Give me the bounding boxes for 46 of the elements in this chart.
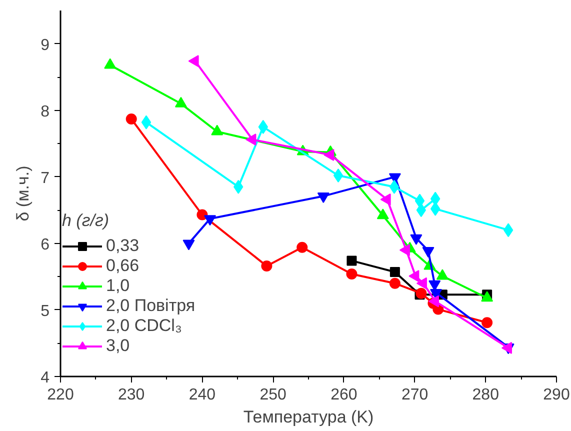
point (196, 209, 208, 220)
point (346, 256, 357, 266)
x-tick-label: 240 (188, 386, 216, 404)
y-tick-label: 4 (40, 370, 50, 386)
point (410, 234, 422, 245)
point (389, 180, 400, 194)
x-tick-label: 260 (330, 386, 358, 404)
point (126, 113, 137, 124)
point (333, 168, 344, 183)
x-tick-label: 230 (118, 386, 145, 404)
legend-label: 3,0 (106, 336, 130, 356)
point (324, 148, 334, 161)
point (414, 194, 425, 208)
point (389, 278, 400, 289)
y-tick-label: 5 (40, 302, 50, 320)
x-tick-label: 250 (260, 386, 287, 404)
point (482, 317, 493, 328)
legend-label: 2,0 CDCl₃ (106, 316, 182, 336)
point (296, 242, 308, 253)
point (104, 58, 116, 69)
y-tick-label: 9 (40, 36, 50, 54)
point (188, 55, 199, 68)
point (408, 270, 420, 282)
point (261, 260, 272, 272)
point (211, 124, 224, 136)
y-tick-label: 7 (40, 170, 50, 187)
point (390, 267, 400, 278)
legend-title: h (г/г) (62, 211, 110, 231)
x-tick-label: 270 (401, 386, 428, 404)
legend-label: 1,0 (106, 276, 130, 296)
point (174, 96, 187, 108)
y-tick-label: 6 (40, 236, 50, 254)
point (346, 268, 358, 280)
legend-label: 0,33 (106, 236, 140, 256)
legend-label: 0,66 (106, 256, 140, 276)
y-axis-title: δ (м.ч.) (14, 166, 33, 222)
x-tick-label: 290 (543, 386, 570, 404)
y-tick-label: 8 (40, 103, 50, 120)
x-tick-label: 220 (47, 386, 74, 404)
point (141, 115, 152, 130)
point (376, 208, 389, 220)
x-tick-label: 280 (472, 386, 500, 404)
point (246, 134, 256, 146)
legend-label: 2,0 Повітря (106, 296, 196, 316)
point (503, 223, 514, 238)
x-axis-title: Температура (K) (243, 408, 374, 426)
